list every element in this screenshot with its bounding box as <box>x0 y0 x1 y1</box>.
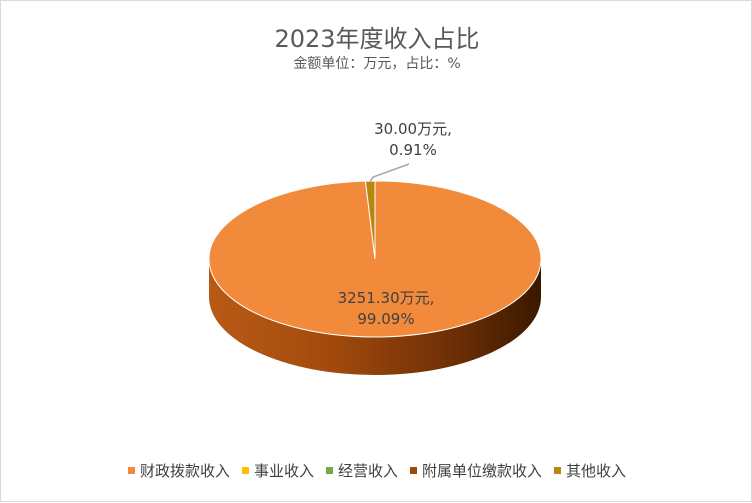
leader-line-4 <box>369 163 410 182</box>
legend-item-3: 附属单位缴款收入 <box>410 460 542 481</box>
legend-swatch-0 <box>127 467 135 474</box>
chart-subtitle: 金额单位：万元，占比：% <box>293 56 461 72</box>
legend-item-0: 财政拨款收入 <box>127 460 230 481</box>
legend: 财政拨款收入 事业收入 经营收入 附属单位缴款收入 其他收入 <box>1 460 752 481</box>
pie-side <box>209 259 541 375</box>
legend-swatch-4 <box>554 467 562 474</box>
legend-swatch-3 <box>410 467 417 474</box>
legend-label-1: 事业收入 <box>253 462 314 480</box>
pie-slice-4 <box>364 180 376 260</box>
data-label-0-percent: 99.09% <box>357 310 414 328</box>
data-label-0-value: 3251.30万元, <box>338 289 435 307</box>
legend-label-2: 经营收入 <box>337 462 398 480</box>
pie-depth-side <box>209 259 541 375</box>
legend-swatch-1 <box>241 467 249 474</box>
pie-labels: 3251.30万元, 99.09% 30.00万元, 0.91% <box>338 120 452 328</box>
legend-label-0: 财政拨款收入 <box>139 462 230 480</box>
pie-top <box>208 180 542 338</box>
legend-label-4: 其他收入 <box>566 462 627 480</box>
data-label-4-value: 30.00万元, <box>374 120 452 138</box>
chart-title: 2023年度收入占比 <box>274 25 480 53</box>
legend-label-3: 附属单位缴款收入 <box>422 462 543 480</box>
legend-item-1: 事业收入 <box>241 460 314 481</box>
data-label-4-percent: 0.91% <box>389 141 437 159</box>
legend-swatch-2 <box>325 467 333 474</box>
legend-item-2: 经营收入 <box>325 460 398 481</box>
legend-item-4: 其他收入 <box>554 460 626 481</box>
